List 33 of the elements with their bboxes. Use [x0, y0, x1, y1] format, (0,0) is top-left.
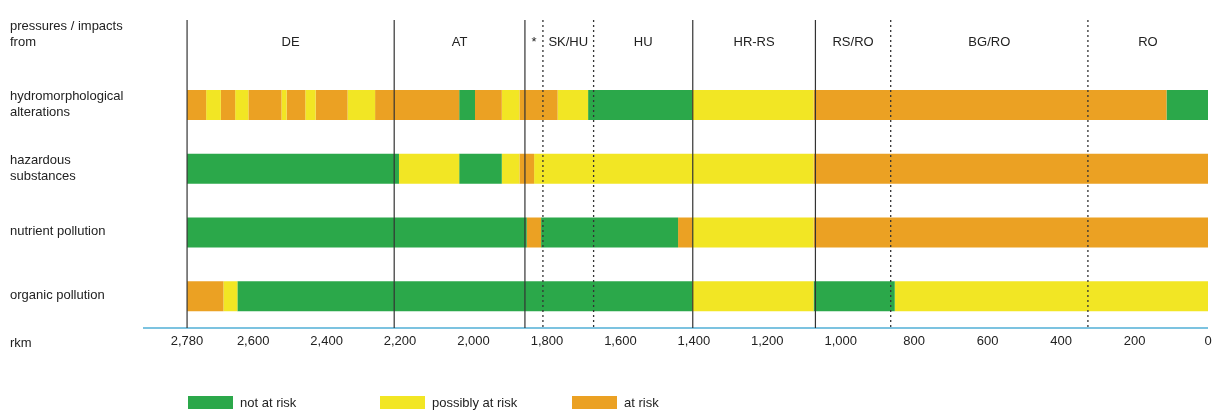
- annotation: RS/RO: [832, 34, 874, 49]
- annotation: RO: [1138, 34, 1158, 49]
- x-tick-label: 1,800: [530, 333, 564, 349]
- y-tick-label: hazardous substances: [10, 152, 77, 184]
- x-tick-label: 400: [1050, 333, 1072, 349]
- annotation: HR-RS: [733, 34, 775, 49]
- annotation: *: [531, 34, 537, 49]
- x-axis-title: rkm: [10, 335, 32, 350]
- y-tick-label: nutrient pollution: [10, 223, 106, 239]
- annotation: BG/RO: [968, 34, 1011, 49]
- x-tick-label: 1,200: [751, 333, 784, 349]
- x-tick-label: 2,780: [170, 333, 204, 349]
- annotation: SK/HU: [548, 34, 589, 49]
- annotation: DE: [281, 34, 300, 49]
- x-tick-label: 1,000: [824, 333, 858, 349]
- x-tick-label: 2,600: [236, 333, 270, 349]
- annotation: HU: [633, 34, 653, 49]
- legend-label: at risk: [624, 395, 660, 410]
- legend-label: possibly at risk: [432, 395, 518, 410]
- annotation: AT: [451, 34, 468, 49]
- y-tick-label: organic pollution: [10, 287, 105, 303]
- x-tick-label: 600: [976, 333, 999, 349]
- x-tick-label: 2,000: [457, 333, 490, 349]
- x-tick-label: 2,400: [310, 333, 343, 349]
- x-tick-label: 1,600: [604, 333, 637, 349]
- x-tick-label: 1,400: [677, 333, 711, 349]
- x-tick-label: 200: [1123, 333, 1146, 349]
- x-tick-label: 0: [1204, 333, 1212, 349]
- y-tick-label: hydromorphological alterations: [10, 88, 124, 120]
- x-tick-label: 800: [903, 333, 926, 349]
- y-axis-title: pressures / impacts from: [10, 18, 124, 49]
- legend-label: not at risk: [240, 395, 297, 410]
- x-tick-label: 2,200: [383, 333, 417, 349]
